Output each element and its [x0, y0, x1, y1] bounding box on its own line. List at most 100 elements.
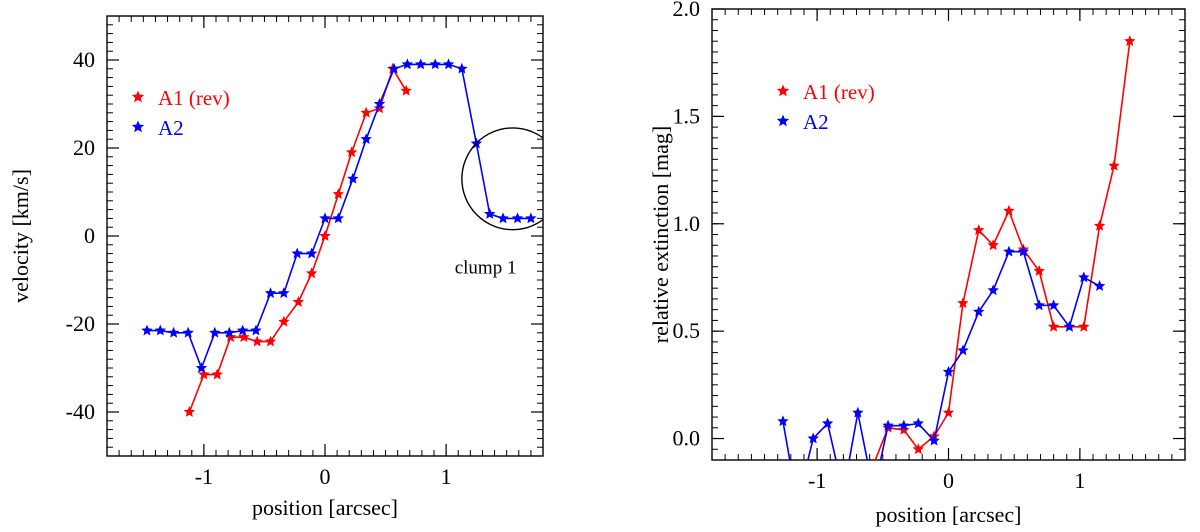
data-point-a2 — [429, 58, 441, 70]
data-point-a2 — [347, 172, 359, 184]
data-point-a1-rev — [183, 406, 196, 417]
y-tick-label: 40 — [73, 47, 95, 72]
data-point-a2 — [511, 212, 524, 224]
data-point-a1-rev — [400, 84, 412, 96]
data-point-a2 — [154, 324, 166, 336]
data-point-a2 — [1033, 299, 1045, 311]
plot-frame — [711, 8, 1186, 461]
data-point-a2 — [278, 287, 290, 299]
x-tick-label: 1 — [441, 464, 452, 489]
data-point-a2 — [305, 247, 318, 259]
data-point-a2 — [912, 417, 924, 429]
data-point-a2 — [250, 324, 262, 336]
clump-circle — [461, 127, 543, 231]
y-axis-label: velocity [km/s] — [8, 169, 33, 303]
data-point-a2 — [1047, 299, 1060, 311]
data-point-a1-rev — [1003, 204, 1015, 216]
y-tick-label: 1.5 — [673, 103, 701, 128]
data-point-a2 — [838, 486, 849, 497]
x-tick-label: 0 — [320, 464, 331, 489]
data-point-a2 — [882, 419, 894, 431]
data-point-a2 — [821, 417, 834, 429]
data-point-a2 — [319, 212, 331, 224]
data-point-a2 — [167, 326, 180, 338]
data-point-a2 — [957, 344, 969, 356]
data-point-a2 — [414, 58, 427, 70]
data-point-a2 — [1063, 320, 1076, 332]
legend-marker-a2 — [776, 114, 790, 127]
data-point-a1-rev — [1047, 320, 1060, 332]
data-point-a2 — [987, 284, 999, 296]
legend-marker-a2 — [131, 120, 145, 133]
legend-label-a2: A2 — [803, 110, 829, 134]
data-point-a1-rev — [211, 368, 223, 380]
y-tick-label: 0 — [84, 223, 95, 248]
x-tick-label: 0 — [943, 468, 954, 493]
data-point-a2 — [942, 365, 955, 377]
data-point-a2 — [291, 247, 303, 259]
data-point-a1-rev — [278, 315, 290, 327]
data-point-a1-rev — [898, 423, 910, 435]
data-point-a1-rev — [238, 331, 250, 343]
data-point-a1-rev — [987, 239, 999, 251]
legend-marker-a1-rev — [776, 84, 790, 97]
data-point-a1-rev — [1078, 320, 1090, 332]
data-point-a1-rev — [872, 458, 875, 460]
data-point-a2 — [497, 212, 509, 224]
data-point-a2 — [332, 212, 345, 224]
plot-area — [777, 35, 1136, 508]
data-point-a2 — [1093, 280, 1106, 291]
data-point-a2 — [209, 326, 221, 338]
legend-label-a2: A2 — [158, 116, 184, 140]
data-point-a2 — [973, 305, 985, 317]
data-point-a2 — [525, 212, 537, 224]
legend-label-a1-rev: A1 (rev) — [158, 86, 230, 110]
data-point-a2 — [777, 415, 789, 427]
y-tick-label: 0.0 — [673, 426, 701, 451]
velocity-panel: -1 0 1 -40 -20 0 20 40 position [arcsec] velocity… — [8, 15, 544, 520]
data-point-a2 — [360, 133, 372, 145]
y-tick-label: -40 — [66, 399, 95, 424]
x-tick-label: -1 — [808, 468, 826, 493]
data-point-a2 — [373, 98, 386, 109]
data-point-a1-rev — [292, 296, 305, 307]
data-point-a1-rev — [198, 368, 210, 380]
data-point-a2 — [868, 486, 879, 497]
data-point-a1-rev — [942, 406, 955, 418]
data-point-a1-rev — [1093, 219, 1106, 231]
data-point-a2 — [1017, 245, 1030, 257]
data-point-a1-rev — [957, 297, 969, 309]
series-line-a2 — [782, 250, 1100, 460]
data-point-a2 — [182, 326, 194, 338]
extinction-panel: -1 0 1 0.0 0.5 1.0 1.5 2.0 position [arcsec] rela… — [648, 0, 1186, 527]
data-point-a2 — [388, 62, 400, 74]
x-tick-label: -1 — [195, 464, 213, 489]
data-point-a2 — [792, 497, 803, 508]
data-point-a2 — [807, 432, 819, 444]
clump-label: clump 1 — [455, 258, 517, 279]
y-tick-label: 2.0 — [673, 0, 701, 21]
y-tick-label: 1.0 — [673, 211, 701, 236]
data-point-a2 — [264, 287, 277, 299]
legend-marker-a1-rev — [131, 90, 145, 103]
data-point-a1-rev — [1033, 265, 1045, 276]
data-point-a2 — [236, 324, 249, 336]
data-point-a1-rev — [360, 106, 372, 118]
data-point-a2 — [484, 208, 496, 219]
y-tick-label: 0.5 — [673, 318, 701, 343]
data-point-a2 — [1078, 271, 1090, 283]
plot-area — [141, 58, 543, 417]
data-point-a2 — [141, 324, 153, 336]
data-point-a1-rev — [912, 443, 924, 455]
y-axis-label: relative extinction [mag] — [648, 126, 673, 343]
data-point-a1-rev — [224, 331, 237, 343]
data-point-a1-rev — [305, 267, 318, 279]
data-point-a1-rev — [251, 335, 263, 347]
series-line-a1-rev — [874, 41, 1131, 460]
x-axis-label: position [arcsec] — [252, 495, 398, 520]
data-point-a1-rev — [973, 224, 985, 236]
legend-label-a1-rev: A1 (rev) — [803, 80, 875, 104]
x-tick-label: 1 — [1074, 468, 1085, 493]
data-point-a1-rev — [345, 146, 358, 158]
